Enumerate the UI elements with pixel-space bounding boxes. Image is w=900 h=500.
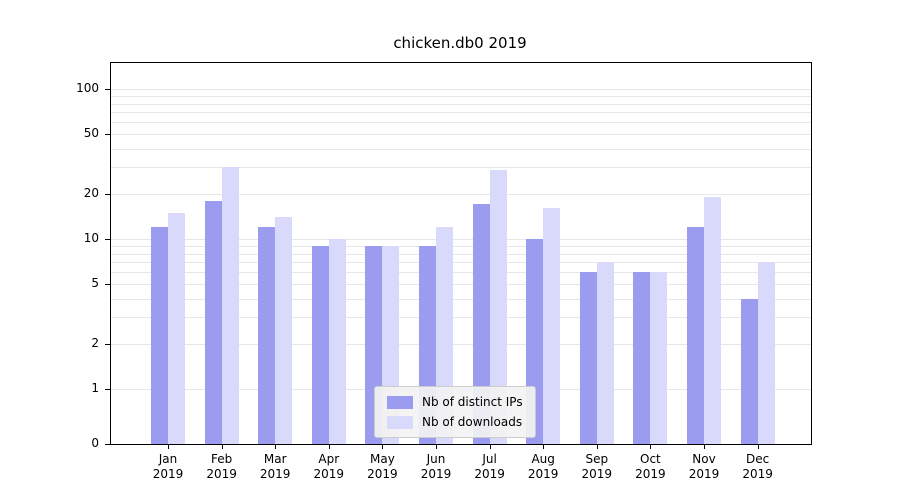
x-tick-mar [275,444,277,449]
gridline-10 [111,239,811,240]
legend: Nb of distinct IPs Nb of downloads [374,386,536,438]
x-tick-label-apr: Apr 2019 [313,452,345,481]
gridline-7 [111,262,811,264]
bar-jan-downloads [168,212,185,444]
gridline-9 [111,245,811,247]
bar-mar-downloads [275,217,293,444]
plot-area: Nb of distinct IPs Nb of downloads 0 1 2 5 1… [76,62,812,481]
gridline-60 [111,122,811,124]
y-tick-50 [105,134,111,136]
gridline-3 [111,317,811,319]
x-tick-jul [489,444,491,449]
bar-dec-downloads [757,262,775,444]
x-tick-label-feb: Feb 2019 [206,452,237,481]
y-tick-label-1: 1 [91,381,99,395]
gridline-30 [111,167,811,169]
x-tick-label-dec: Dec 2019 [742,452,773,481]
legend-swatch-downloads [387,415,413,429]
y-tick-100 [105,89,111,90]
y-tick-label-5: 5 [91,276,99,291]
x-tick-label-sep: Sep 2019 [581,452,613,481]
y-tick-10 [105,239,111,240]
y-tick-label-10: 10 [83,231,99,245]
gridline-6 [111,272,811,274]
bar-oct-downloads [650,272,668,444]
x-tick-label-jan: Jan 2019 [152,452,184,481]
y-tick-label-50: 50 [83,126,99,141]
legend-label-distinct-ips: Nb of distinct IPs [422,395,523,409]
gridline-50 [111,134,811,136]
gridline-90 [111,95,811,97]
x-tick-label-may: May 2019 [367,452,398,481]
x-tick-nov [704,444,705,449]
bar-aug-downloads [543,208,561,444]
gridline-20 [111,193,811,195]
legend-item-downloads: Nb of downloads [387,415,523,429]
x-tick-may [382,444,384,449]
gridline-70 [111,112,811,114]
gridline-2 [111,343,811,345]
bar-nov-downloads [704,197,721,444]
bar-feb-distinct-ips [204,200,222,444]
bar-sep-downloads [596,262,614,444]
x-tick-label-mar: Mar 2019 [259,452,291,481]
y-tick-1 [105,389,111,390]
bar-oct-distinct-ips [633,272,651,444]
x-tick-dec [757,444,759,449]
gridline-40 [111,148,811,150]
legend-item-distinct-ips: Nb of distinct IPs [387,395,523,409]
bar-jul-distinct-ips [472,204,490,444]
x-tick-aug [543,444,545,449]
y-tick-20 [105,193,111,195]
bar-sep-distinct-ips [579,272,597,444]
legend-label-downloads: Nb of downloads [422,415,523,429]
legend-swatch-distinct-ips [387,395,413,409]
bar-apr-distinct-ips [311,245,329,444]
gridline-5 [111,284,811,286]
bar-nov-distinct-ips [687,227,704,444]
y-tick-label-100: 100 [76,81,99,95]
y-tick-5 [105,284,111,286]
bar-apr-downloads [328,239,346,444]
gridline-4 [111,298,811,300]
y-tick-2 [105,343,111,345]
x-tick-label-jul: Jul 2019 [474,452,505,481]
x-tick-feb [221,444,223,449]
x-tick-sep [596,444,598,449]
bar-jul-downloads [489,169,507,444]
x-tick-label-oct: Oct 2019 [635,452,666,481]
x-tick-oct [650,444,652,449]
bar-feb-downloads [221,167,239,444]
y-tick-label-0: 0 [91,436,99,450]
gridline-80 [111,103,811,105]
x-tick-label-nov: Nov 2019 [688,452,720,481]
x-tick-label-aug: Aug 2019 [527,452,559,481]
x-tick-apr [328,444,330,449]
chart-title: chicken.db0 2019 [393,34,527,52]
x-tick-jan [168,444,169,449]
x-tick-label-jun: Jun 2019 [420,452,452,481]
gridline-100 [111,89,811,90]
gridline-8 [111,253,811,255]
bar-dec-distinct-ips [740,298,758,444]
bar-jan-distinct-ips [151,227,168,444]
x-tick-jun [436,444,437,449]
bar-mar-distinct-ips [258,227,276,444]
y-tick-label-20: 20 [83,185,99,200]
y-tick-0 [105,444,111,445]
y-tick-label-2: 2 [91,335,99,350]
